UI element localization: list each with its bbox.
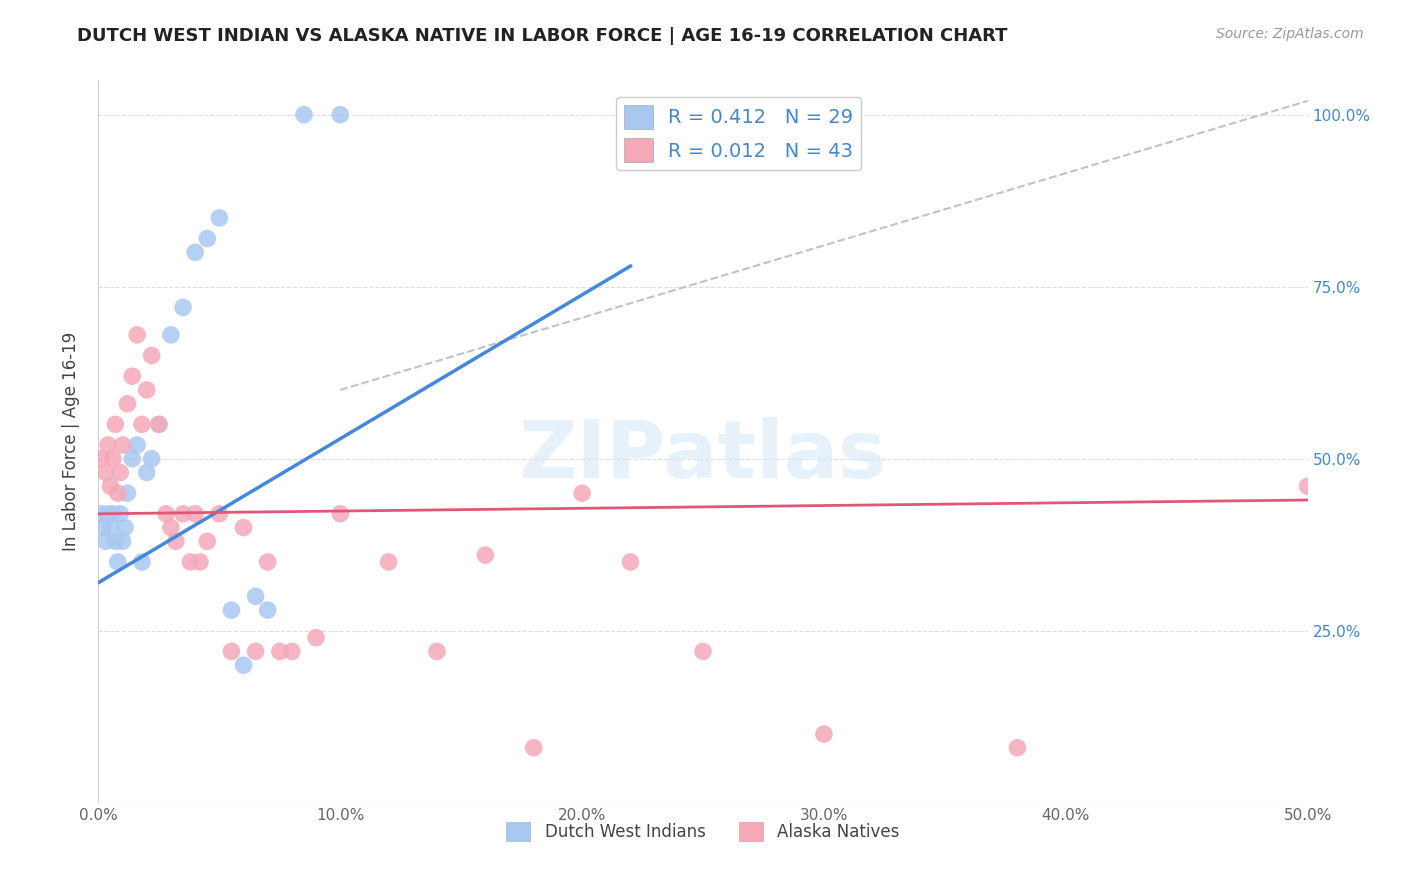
Point [571,486,593,500]
Point [90,451,112,466]
Point [94,534,117,549]
Point [108,507,131,521]
Point [1007,740,1029,755]
Point [135,383,157,397]
Text: Source: ZipAtlas.com: Source: ZipAtlas.com [1216,27,1364,41]
Point [111,438,134,452]
Point [523,740,546,755]
Point [256,603,278,617]
Point [104,534,127,549]
Point [91,520,114,534]
Point [117,486,139,500]
Point [221,603,243,617]
Point [101,451,124,466]
Point [135,466,157,480]
Point [160,520,183,534]
Point [195,534,218,549]
Point [377,555,399,569]
Point [1296,479,1319,493]
Point [329,507,352,521]
Point [692,644,714,658]
Y-axis label: In Labor Force | Age 16-19: In Labor Force | Age 16-19 [62,332,80,551]
Point [160,327,183,342]
Point [269,644,291,658]
Point [100,520,122,534]
Point [121,451,143,466]
Text: ZIPatlas: ZIPatlas [519,417,887,495]
Point [107,555,129,569]
Point [184,507,207,521]
Point [97,507,120,521]
Point [97,438,120,452]
Point [101,507,124,521]
Point [208,507,231,521]
Point [121,369,143,384]
Point [100,479,122,493]
Text: DUTCH WEST INDIAN VS ALASKA NATIVE IN LABOR FORCE | AGE 16-19 CORRELATION CHART: DUTCH WEST INDIAN VS ALASKA NATIVE IN LA… [77,27,1008,45]
Point [245,644,267,658]
Point [94,466,117,480]
Point [426,644,449,658]
Point [813,727,835,741]
Point [148,417,170,432]
Point [292,108,315,122]
Point [141,451,163,466]
Point [184,245,207,260]
Point [179,555,201,569]
Point [619,555,641,569]
Point [90,507,112,521]
Point [155,507,177,521]
Point [245,590,267,604]
Point [172,507,194,521]
Point [148,417,170,432]
Point [281,644,304,658]
Point [108,466,131,480]
Legend: Dutch West Indians, Alaska Natives: Dutch West Indians, Alaska Natives [499,815,907,848]
Point [232,520,254,534]
Point [474,548,496,562]
Point [172,301,194,315]
Point [117,397,139,411]
Point [195,231,218,245]
Point [107,486,129,500]
Point [111,534,134,549]
Point [127,438,149,452]
Point [114,520,136,534]
Point [221,644,243,658]
Point [127,327,149,342]
Point [256,555,278,569]
Point [329,108,352,122]
Point [104,417,127,432]
Point [131,555,153,569]
Point [188,555,211,569]
Point [141,349,163,363]
Point [131,417,153,432]
Point [232,658,254,673]
Point [305,631,328,645]
Point [208,211,231,225]
Point [165,534,187,549]
